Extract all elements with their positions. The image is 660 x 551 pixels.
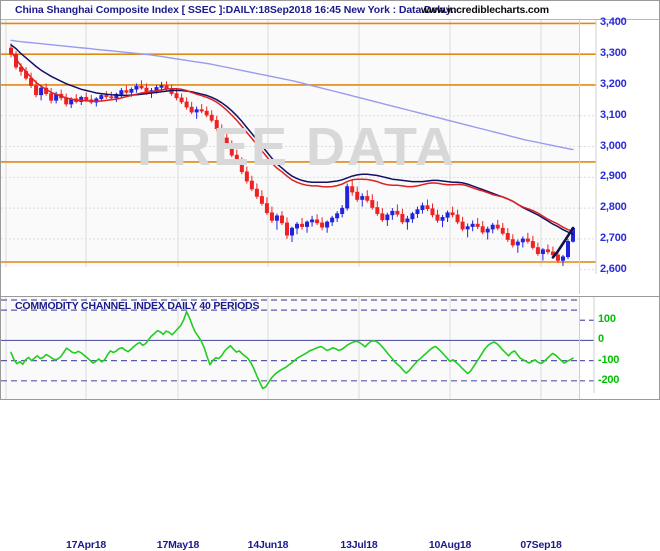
chart-header: China Shanghai Composite Index [ SSEC ]:… (1, 1, 659, 20)
date-axis-label: 17Apr18 (65, 539, 107, 551)
price-chart-pane[interactable]: FREE DATA (1, 20, 659, 294)
cci-axis-ticks (580, 297, 595, 393)
date-axis-label: 13Jul18 (340, 539, 378, 551)
price-axis-label: 3,400 (600, 16, 627, 29)
date-axis-label: 10Aug18 (428, 539, 472, 551)
price-axis-label: 2,800 (600, 201, 627, 214)
watermark: FREE DATA (137, 117, 456, 177)
date-axis-label: 07Sep18 (520, 539, 562, 551)
cci-axis-label: -200 (598, 373, 620, 386)
price-axis-label: 2,900 (600, 170, 627, 183)
price-axis-label: 3,000 (600, 139, 627, 152)
provider-url: www.incrediblecharts.com (421, 4, 549, 16)
cci-axis: 100 0 -100 -200 (579, 297, 659, 399)
price-axis-label: 2,700 (600, 231, 627, 244)
price-axis-label: 2,600 (600, 262, 627, 275)
cci-axis-label: 0 (598, 333, 604, 346)
cci-plot (1, 297, 579, 399)
cci-axis-label: -100 (598, 353, 620, 366)
price-axis-label: 3,100 (600, 108, 627, 121)
cci-axis-label: 100 (598, 313, 616, 326)
price-axis-label: 3,200 (600, 77, 627, 90)
cci-pane[interactable] (1, 296, 659, 399)
date-axis-label: 17May18 (156, 539, 200, 551)
chart-title: China Shanghai Composite Index [ SSEC ]:… (15, 4, 457, 16)
cci-title: COMMODITY CHANNEL INDEX DAILY 40 PERIODS (15, 300, 260, 312)
date-axis-label: 14Jun18 (247, 539, 289, 551)
price-axis: 3,400 3,300 3,200 3,100 3,000 2,900 2,800 2,700… (579, 16, 659, 294)
price-axis-label: 3,300 (600, 47, 627, 60)
date-axis: 17Apr18 17May18 14Jun18 13Jul18 10Aug18 07Sep… (1, 267, 579, 551)
price-plot (1, 20, 579, 294)
price-axis-ticks (580, 20, 597, 274)
